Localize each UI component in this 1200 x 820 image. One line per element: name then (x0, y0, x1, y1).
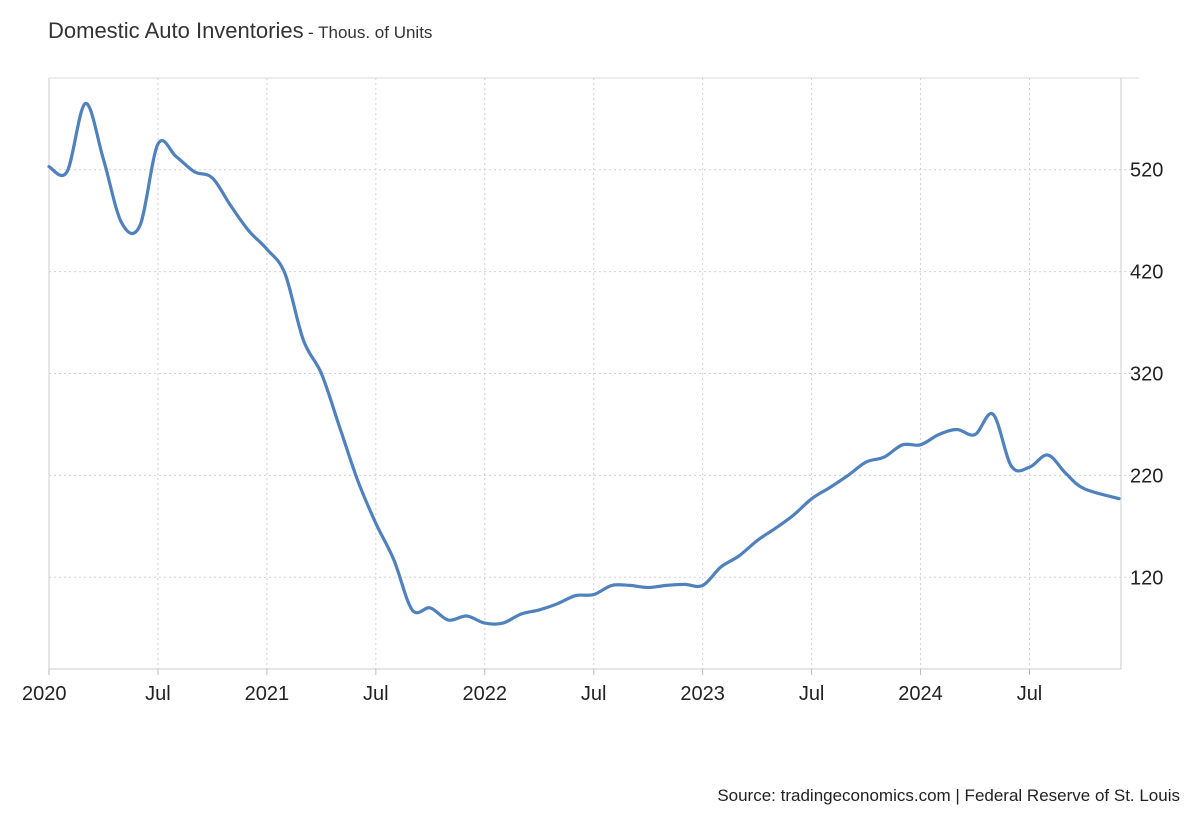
gridlines (49, 77, 1139, 669)
series-layer (47, 101, 1121, 626)
x-tick-label: 2022 (463, 683, 508, 705)
chart-source: Source: tradingeconomics.com | Federal R… (717, 786, 1180, 805)
y-tick-label: 120 (1130, 567, 1163, 589)
x-tick-label: Jul (145, 683, 171, 705)
x-tick-label: Jul (581, 683, 607, 705)
x-tick-label: Jul (799, 683, 825, 705)
x-tick-label: 2021 (245, 683, 290, 705)
x-axis-ticks: 2020 Jul 2021 Jul 2022 Jul 2023 Jul 2024 Jul (22, 683, 1042, 705)
chart-subtitle: - Thous. of Units (308, 23, 433, 42)
x-tick-label: 2024 (898, 683, 943, 705)
y-tick-label: 320 (1130, 364, 1163, 386)
x-tick-label: Jul (363, 683, 389, 705)
x-tick-label: 2023 (680, 683, 725, 705)
y-axis-ticks: 120 220 320 420 520 (1130, 160, 1163, 590)
y-tick-label: 520 (1130, 160, 1163, 182)
x-tick-label: Jul (1017, 683, 1043, 705)
x-tick-label: 2020 (22, 683, 67, 705)
axes (48, 78, 1122, 675)
chart-title: Domestic Auto Inventories (48, 18, 304, 43)
y-tick-label: 220 (1130, 465, 1163, 487)
series-line (47, 101, 1121, 626)
chart-title-row: Domestic Auto Inventories - Thous. of Un… (48, 18, 432, 44)
y-tick-label: 420 (1130, 262, 1163, 284)
